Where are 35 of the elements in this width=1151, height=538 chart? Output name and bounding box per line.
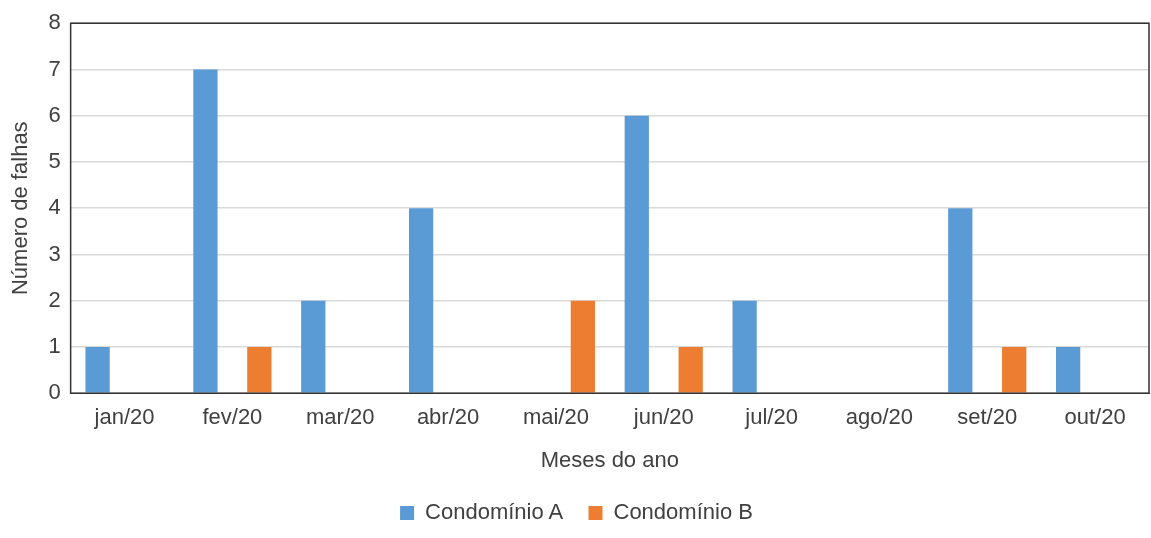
x-tick-label: fev/20 xyxy=(202,404,263,430)
bar xyxy=(678,346,703,393)
y-tick-label: 5 xyxy=(48,148,61,174)
bar xyxy=(301,300,326,393)
y-tick-label: 4 xyxy=(48,194,61,220)
y-tick-label: 3 xyxy=(48,240,61,266)
bar xyxy=(732,300,757,393)
x-tick-label: jun/20 xyxy=(632,404,694,430)
x-tick-label: mar/20 xyxy=(305,404,375,430)
x-tick-label: jan/20 xyxy=(93,404,155,430)
y-tick-label: 1 xyxy=(48,333,61,359)
x-tick-label: mai/20 xyxy=(522,404,589,430)
y-tick-label: 7 xyxy=(48,55,61,81)
x-tick-label: set/20 xyxy=(957,404,1018,430)
bar xyxy=(1055,346,1081,393)
y-tick-label: 2 xyxy=(48,286,61,312)
bar xyxy=(247,346,272,393)
bar xyxy=(948,208,973,393)
legend-label: Condomínio B xyxy=(613,499,753,525)
bar xyxy=(570,300,595,393)
bar xyxy=(85,346,110,393)
x-tick-label: out/20 xyxy=(1064,404,1126,430)
legend-label: Condomínio A xyxy=(425,499,564,525)
x-tick-label: abr/20 xyxy=(416,404,480,430)
y-tick-label: 0 xyxy=(48,379,61,405)
y-axis-title: Número de falhas xyxy=(7,121,33,296)
bar xyxy=(1002,346,1027,393)
bar xyxy=(408,208,434,393)
y-tick-label: 6 xyxy=(48,101,61,127)
bar xyxy=(624,115,649,393)
y-tick-label: 8 xyxy=(48,9,61,35)
x-tick-label: jul/20 xyxy=(744,404,798,430)
x-axis-title: Meses do ano xyxy=(540,446,679,472)
bar xyxy=(193,69,218,393)
x-tick-label: ago/20 xyxy=(845,404,914,430)
